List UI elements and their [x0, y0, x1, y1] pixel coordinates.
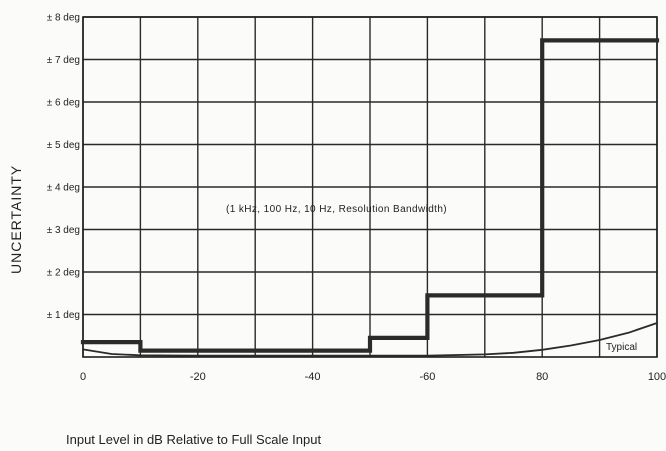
y-tick-label: ± 2 deg: [47, 268, 80, 279]
typical-series-label: Typical: [606, 342, 638, 353]
bandwidth-annotation: (1 kHz, 100 Hz, 10 Hz, Resolution Bandwi…: [226, 204, 448, 215]
typical-curve-line: [82, 322, 658, 357]
x-tick-label: -60: [419, 371, 435, 383]
y-tick-label: ± 1 deg: [47, 310, 80, 321]
x-tick-label: 100: [648, 371, 666, 383]
y-tick-label: ± 8 deg: [47, 13, 80, 24]
y-tick-label: ± 5 deg: [47, 140, 80, 151]
x-tick-label: 0: [80, 371, 86, 383]
x-axis-label: Input Level in dB Relative to Full Scale…: [66, 432, 322, 447]
x-tick-label: -20: [190, 371, 206, 383]
x-tick-label: 80: [536, 371, 548, 383]
y-tick-label: ± 4 deg: [47, 183, 80, 194]
y-axis-label: UNCERTAINTY: [8, 164, 24, 274]
x-tick-label: -40: [305, 371, 321, 383]
uncertainty-step-line: [80, 38, 660, 353]
y-tick-label: ± 7 deg: [47, 55, 80, 66]
y-tick-label: ± 3 deg: [47, 225, 80, 236]
y-tick-label: ± 6 deg: [47, 98, 80, 109]
plot-frame: [82, 16, 658, 358]
